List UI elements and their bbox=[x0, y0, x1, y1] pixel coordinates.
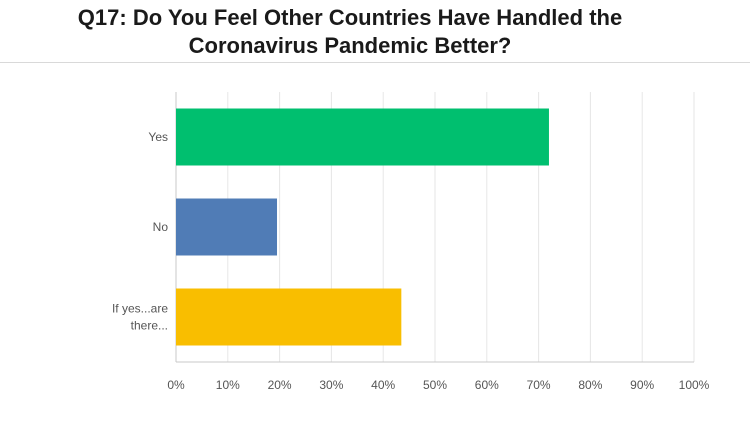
x-tick-label: 40% bbox=[371, 378, 395, 392]
bar bbox=[176, 288, 402, 346]
x-tick-label: 20% bbox=[268, 378, 292, 392]
category-label: Yes bbox=[148, 130, 168, 144]
x-tick-label: 10% bbox=[216, 378, 240, 392]
chart-title-line-1: Q17: Do You Feel Other Countries Have Ha… bbox=[77, 5, 623, 30]
x-tick-label: 80% bbox=[578, 378, 602, 392]
category-label: If yes...are bbox=[112, 302, 168, 316]
x-tick-label: 30% bbox=[319, 378, 343, 392]
x-tick-label: 60% bbox=[475, 378, 499, 392]
chart-title-line-2: Coronavirus Pandemic Better? bbox=[188, 33, 512, 58]
bar bbox=[176, 108, 549, 166]
chart-title: Q17: Do You Feel Other Countries Have Ha… bbox=[0, 4, 700, 60]
category-label: there... bbox=[131, 319, 168, 333]
category-label: No bbox=[153, 220, 169, 234]
x-tick-label: 100% bbox=[679, 378, 710, 392]
x-tick-label: 0% bbox=[167, 378, 185, 392]
x-tick-label: 90% bbox=[630, 378, 654, 392]
title-divider bbox=[0, 62, 750, 63]
bar bbox=[176, 198, 278, 256]
x-tick-label: 50% bbox=[423, 378, 447, 392]
x-tick-label: 70% bbox=[527, 378, 551, 392]
